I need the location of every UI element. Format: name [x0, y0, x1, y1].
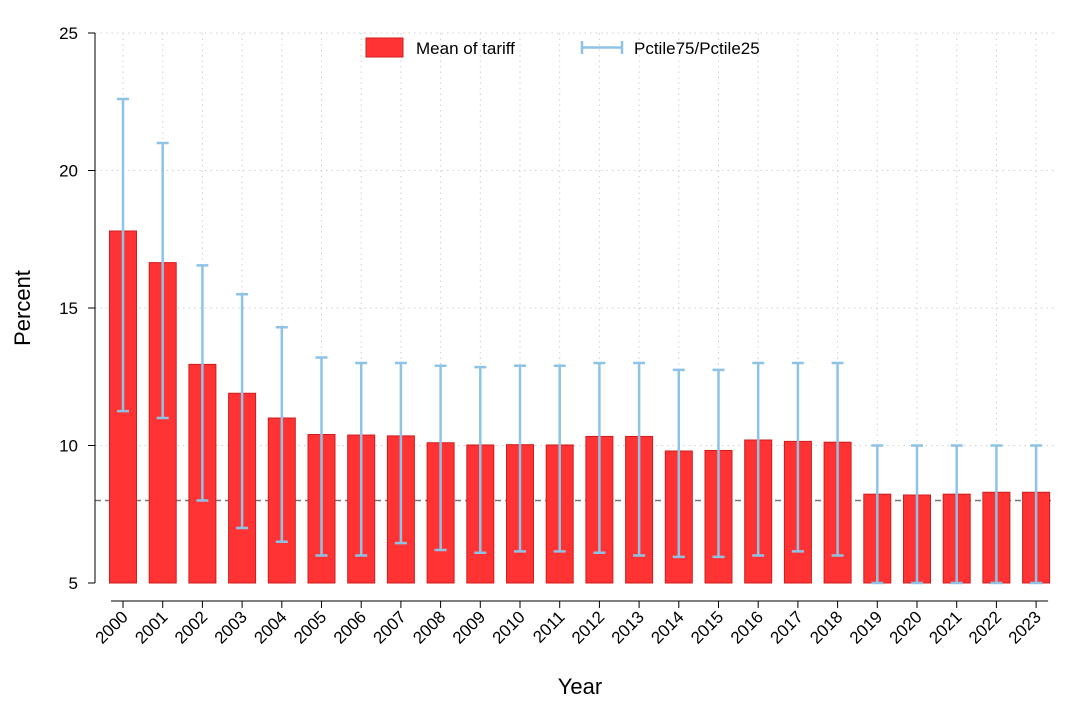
x-axis-title: Year	[558, 674, 602, 699]
x-tick-label-2018: 2018	[806, 607, 846, 647]
x-tick-label-2002: 2002	[171, 607, 211, 647]
x-tick-label-2009: 2009	[449, 607, 489, 647]
x-tick-label-2000: 2000	[92, 607, 132, 647]
x-tick-label-2019: 2019	[846, 607, 886, 647]
x-tick-label-2006: 2006	[330, 607, 370, 647]
x-tick-label-2010: 2010	[489, 607, 529, 647]
x-tick-label-2012: 2012	[568, 607, 608, 647]
legend-label-range: Pctile75/Pctile25	[634, 39, 760, 58]
x-tick-label-2016: 2016	[727, 607, 767, 647]
y-tick-label-10: 10	[59, 437, 78, 456]
x-tick-label-2004: 2004	[250, 607, 290, 647]
legend-swatch-mean	[365, 37, 404, 58]
bar-2001	[148, 262, 177, 584]
x-tick-label-2008: 2008	[409, 607, 449, 647]
bars	[109, 230, 1051, 584]
x-tick-label-2005: 2005	[290, 607, 330, 647]
y-tick-label-20: 20	[59, 162, 78, 181]
x-tick-label-2007: 2007	[370, 607, 410, 647]
x-tick-label-2015: 2015	[687, 607, 727, 647]
legend: Mean of tariff Pctile75/Pctile25	[365, 37, 760, 58]
y-tick-label-5: 5	[69, 574, 78, 593]
x-tick-label-2023: 2023	[1005, 607, 1045, 647]
y-axis-title: Percent	[10, 270, 35, 346]
y-tick-label-25: 25	[59, 24, 78, 43]
y-tick-label-15: 15	[59, 299, 78, 318]
x-tick-label-2017: 2017	[767, 607, 807, 647]
grid	[95, 32, 1055, 583]
error-bars	[117, 97, 1043, 585]
x-tick-label-2013: 2013	[608, 607, 648, 647]
x-tick-label-2021: 2021	[925, 607, 965, 647]
legend-label-mean: Mean of tariff	[416, 39, 515, 58]
x-tick-label-2011: 2011	[529, 607, 568, 646]
x-tick-label-2020: 2020	[886, 607, 926, 647]
x-tick-label-2014: 2014	[647, 607, 687, 647]
x-tick-label-2022: 2022	[965, 607, 1005, 647]
x-tick-label-2003: 2003	[211, 607, 251, 647]
x-tick-label-2001: 2001	[131, 607, 171, 647]
